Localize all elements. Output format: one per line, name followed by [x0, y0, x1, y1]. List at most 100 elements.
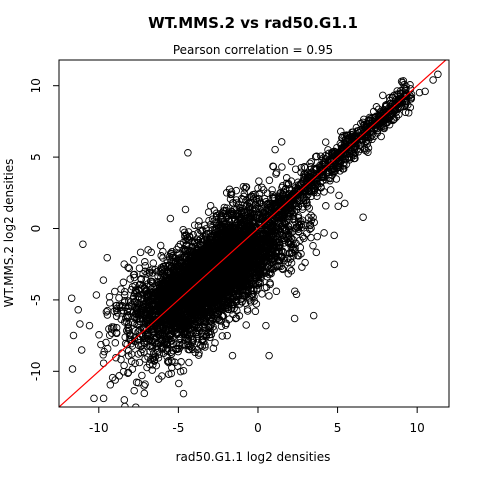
data-point [77, 346, 86, 354]
data-point [150, 329, 158, 337]
data-point [271, 145, 279, 154]
data-point [330, 231, 338, 240]
data-point [185, 308, 194, 317]
data-point [265, 292, 273, 300]
data-point [167, 256, 176, 265]
data-point [250, 245, 259, 253]
data-point [240, 192, 248, 201]
data-point [103, 253, 111, 262]
data-point [239, 182, 248, 191]
data-point [301, 258, 309, 267]
data-point [298, 263, 306, 271]
data-point [112, 353, 120, 362]
data-point [99, 351, 107, 359]
data-point [241, 185, 249, 193]
data-point [270, 254, 279, 263]
data-point [291, 165, 300, 173]
data-point [286, 249, 294, 258]
data-point [247, 290, 256, 298]
data-point [289, 235, 297, 244]
data-point [168, 247, 176, 256]
data-point [174, 243, 183, 251]
data-point [143, 293, 152, 302]
data-point [284, 225, 293, 233]
data-point [111, 376, 119, 384]
data-point [131, 359, 139, 367]
data-point [138, 371, 146, 380]
data-point [235, 291, 244, 300]
data-point [266, 279, 274, 287]
data-point [264, 245, 272, 253]
data-point [147, 342, 155, 350]
data-point [170, 317, 178, 326]
data-point [176, 265, 185, 273]
data-point [210, 206, 219, 215]
data-point [239, 208, 247, 216]
data-point [167, 337, 175, 345]
data-point [222, 319, 230, 328]
data-point [156, 241, 165, 250]
data-point [112, 329, 121, 338]
data-point [226, 190, 235, 199]
data-point [130, 256, 138, 264]
data-point [230, 285, 238, 294]
data-point [193, 279, 201, 288]
data-point [320, 229, 328, 237]
data-point [67, 294, 76, 302]
data-point [195, 349, 203, 357]
data-point [245, 216, 254, 224]
data-point [309, 241, 317, 250]
data-point [152, 361, 161, 370]
data-point [260, 284, 269, 292]
data-point [179, 366, 188, 375]
data-point [267, 264, 276, 272]
data-point [232, 314, 241, 322]
data-point [263, 233, 272, 242]
data-point [240, 216, 248, 225]
data-point [108, 373, 117, 382]
data-point [244, 281, 253, 290]
data-point [74, 306, 82, 314]
data-point [124, 328, 132, 336]
data-point [250, 254, 259, 262]
data-point [175, 379, 183, 388]
data-point [135, 264, 144, 272]
data-point [312, 248, 321, 257]
data-point [141, 258, 149, 266]
data-point [196, 341, 205, 350]
data-point [97, 340, 105, 349]
data-point [238, 287, 246, 295]
data-point [242, 228, 250, 236]
data-point [124, 352, 133, 360]
data-point [123, 340, 131, 349]
data-point [240, 232, 249, 240]
data-point [153, 320, 161, 329]
data-point [234, 292, 242, 301]
data-point [215, 210, 224, 218]
data-point [102, 338, 110, 347]
data-point [307, 216, 316, 225]
data-point [245, 212, 254, 221]
data-point [266, 268, 275, 277]
data-point [251, 307, 260, 316]
data-point [277, 247, 286, 255]
data-point [171, 358, 179, 367]
data-point [185, 358, 193, 367]
data-point [212, 315, 220, 324]
data-point [235, 269, 243, 278]
data-point [106, 299, 114, 307]
data-point [118, 301, 127, 310]
data-point [165, 313, 174, 322]
data-point [277, 138, 286, 146]
data-point [125, 264, 134, 273]
data-point [208, 305, 216, 313]
data-point [128, 342, 137, 350]
data-point [218, 312, 226, 321]
data-point [124, 368, 133, 377]
data-point [271, 263, 279, 271]
data-point [177, 358, 185, 366]
data-point [246, 298, 255, 306]
data-point [195, 217, 203, 225]
data-point [258, 209, 267, 217]
data-point [111, 339, 120, 347]
